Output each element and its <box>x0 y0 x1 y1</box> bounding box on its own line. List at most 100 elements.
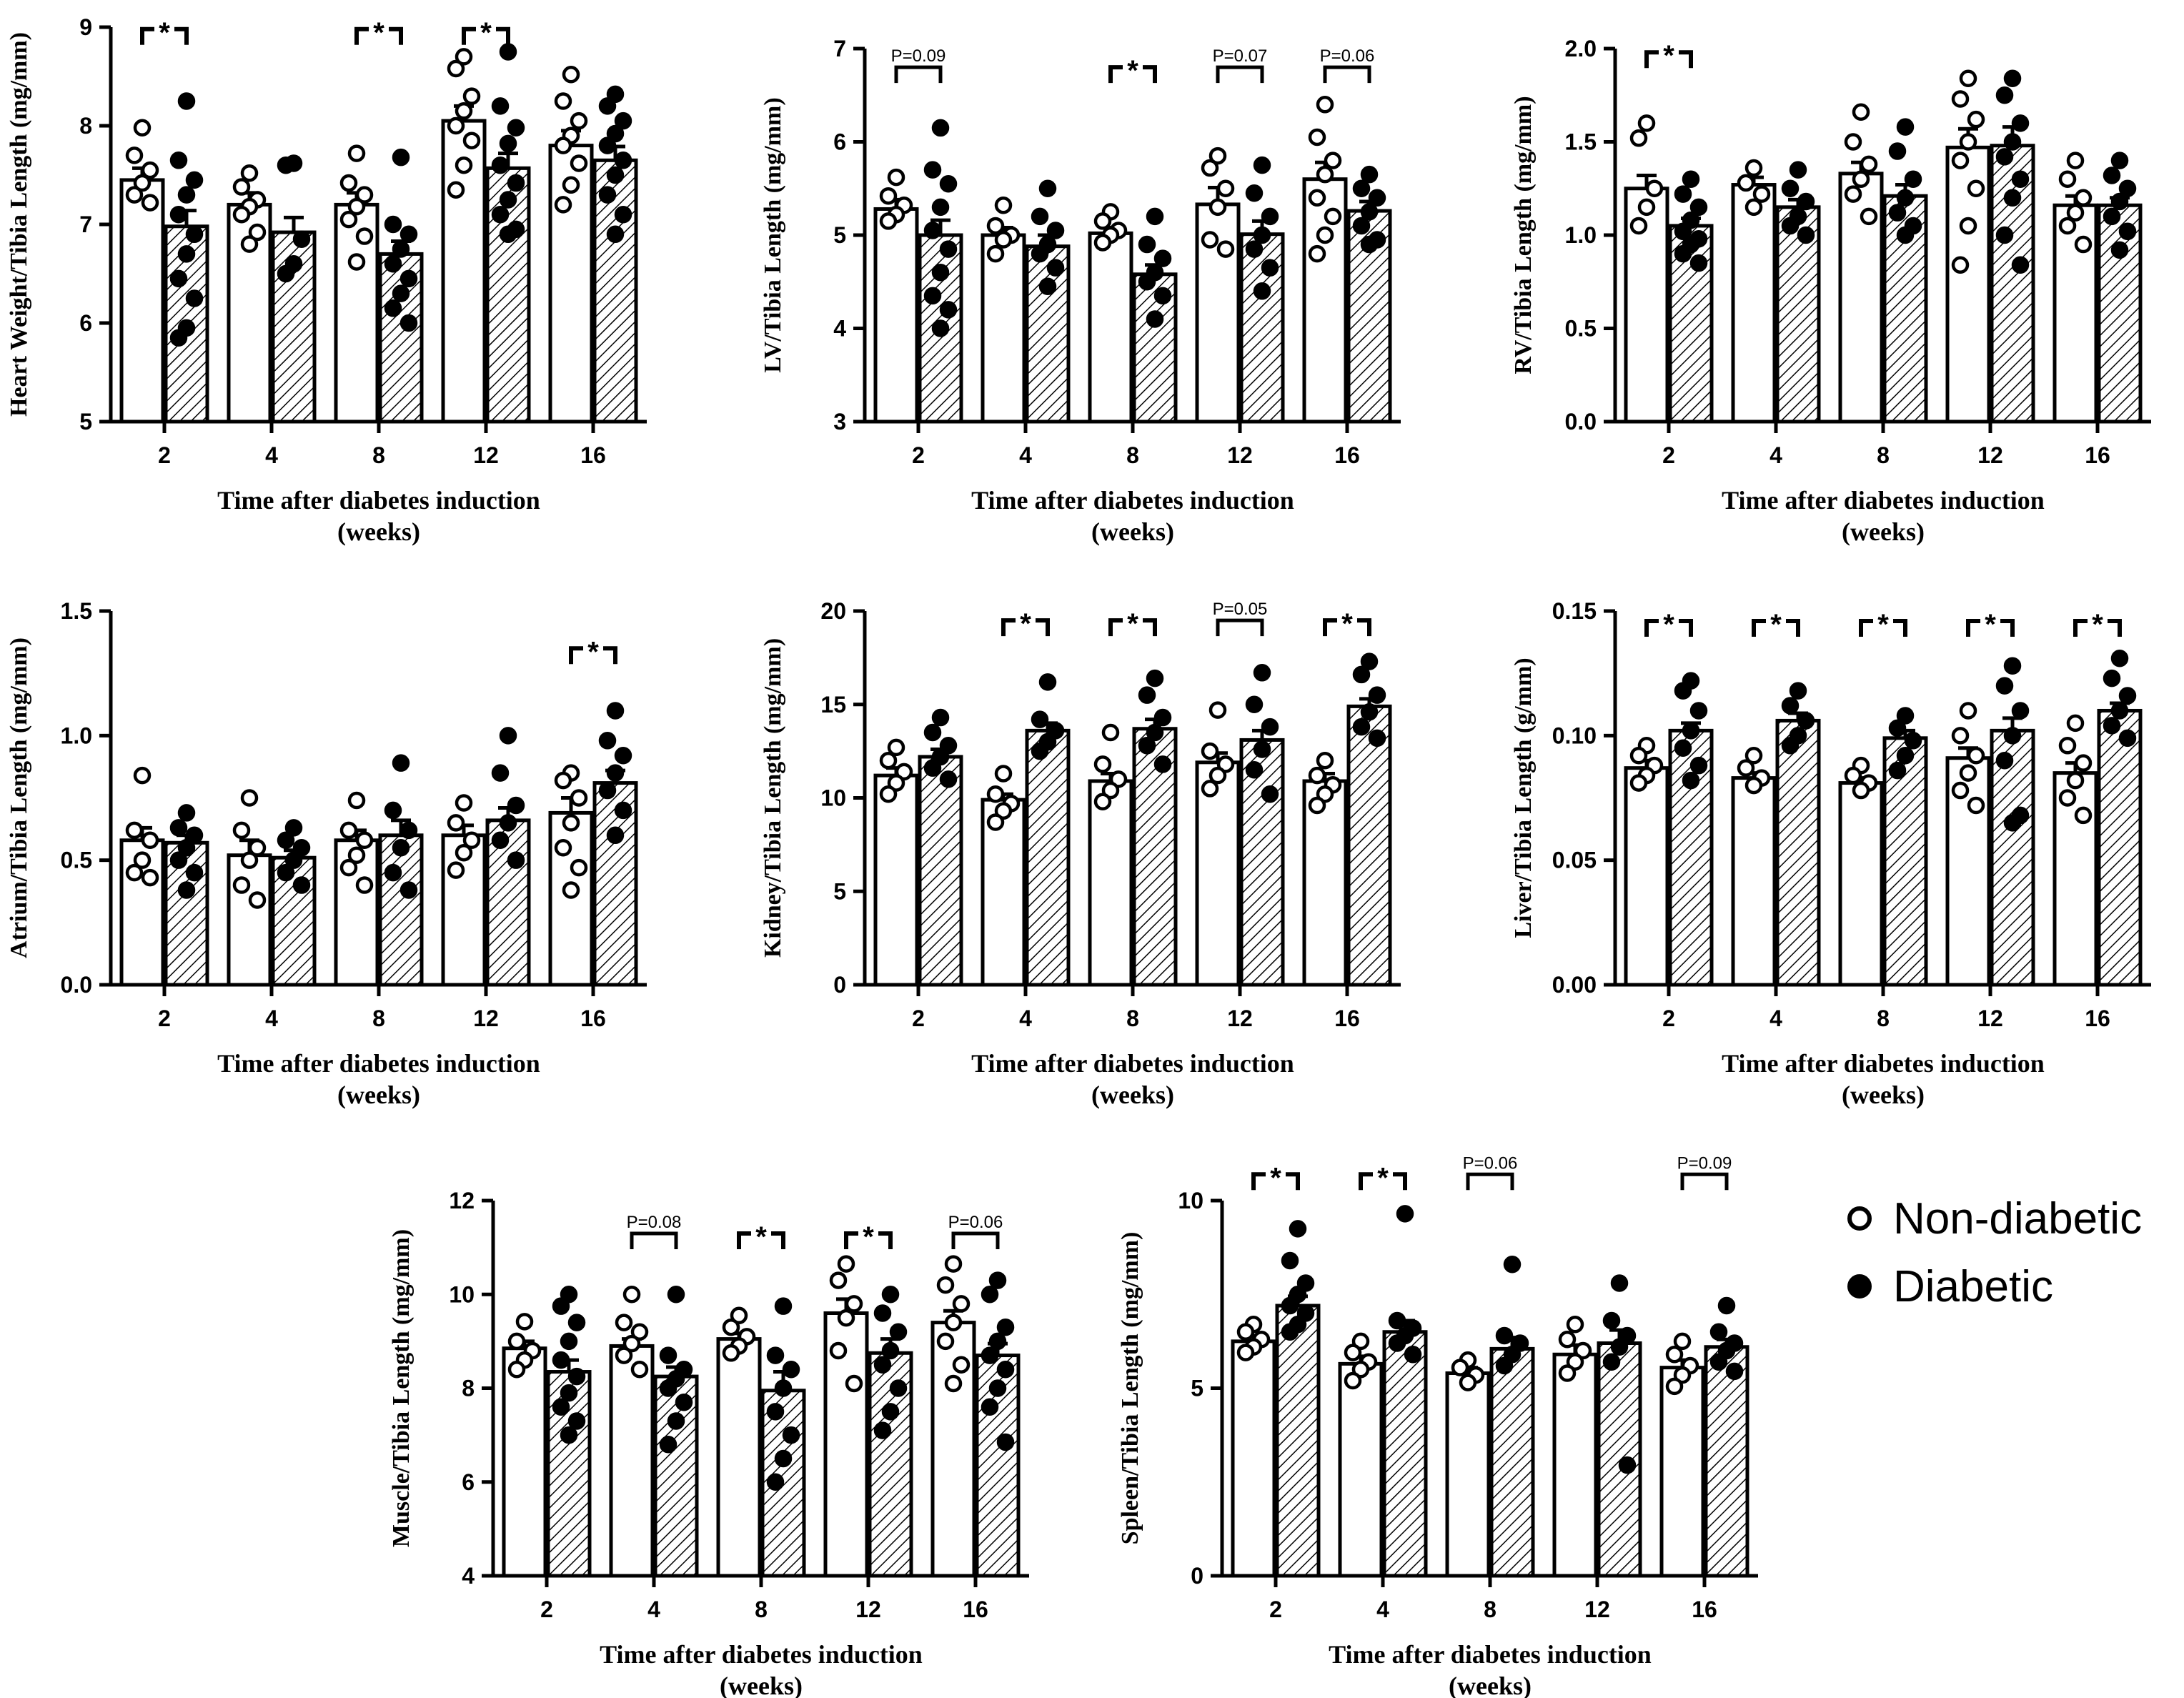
significance-bracket-right <box>603 646 617 665</box>
point-diabetic-12 <box>1995 751 2014 770</box>
point-diabetic-12 <box>499 43 517 61</box>
point-non-diabetic-2 <box>133 851 152 869</box>
p-value-label: P=0.05 <box>1213 600 1268 619</box>
point-diabetic-2 <box>169 819 188 837</box>
point-diabetic-8 <box>1495 1326 1514 1345</box>
point-diabetic-8 <box>384 299 402 317</box>
point-non-diabetic-2 <box>507 1332 526 1351</box>
point-diabetic-8 <box>774 1379 793 1397</box>
point-diabetic-4 <box>1781 179 1800 197</box>
point-non-diabetic-12 <box>1216 755 1235 773</box>
x-tick-label: 16 <box>1692 1597 1717 1622</box>
point-non-diabetic-8 <box>339 858 358 877</box>
point-diabetic-16 <box>1709 1353 1728 1371</box>
x-axis-label-units: (weeks) <box>1091 517 1174 546</box>
point-non-diabetic-4 <box>622 1286 641 1304</box>
point-diabetic-16 <box>1717 1341 1736 1360</box>
x-tick-label: 4 <box>265 442 278 468</box>
x-tick-label: 8 <box>372 1006 385 1031</box>
bar-non-diabetic-4 <box>1731 776 1777 987</box>
y-tick-label: 10 <box>1178 1188 1203 1213</box>
point-diabetic-8 <box>384 254 402 273</box>
y-tick-label: 1.5 <box>61 598 92 624</box>
bar-non-diabetic-12 <box>1552 1352 1598 1578</box>
point-non-diabetic-4 <box>986 244 1005 263</box>
point-diabetic-2 <box>567 1367 586 1386</box>
bar-non-diabetic-2 <box>119 838 165 987</box>
bar-non-diabetic-4 <box>609 1344 655 1578</box>
point-diabetic-16 <box>606 166 625 184</box>
point-diabetic-2 <box>185 826 204 845</box>
point-non-diabetic-8 <box>1844 766 1862 785</box>
y-tick-label: 10 <box>449 1281 475 1307</box>
filled-circle-icon <box>1847 1274 1872 1299</box>
point-diabetic-16 <box>606 702 625 720</box>
y-axis-label: Liver/Tibia Length (g/mm) <box>1510 657 1537 938</box>
point-non-diabetic-8 <box>1451 1359 1469 1376</box>
point-non-diabetic-4 <box>1344 1344 1362 1361</box>
point-non-diabetic-2 <box>141 194 159 212</box>
significance-bracket-right <box>878 1231 893 1249</box>
point-non-diabetic-4 <box>986 217 1005 235</box>
point-diabetic-4 <box>292 230 311 248</box>
point-diabetic-4 <box>284 851 303 869</box>
chart-panel-1: 5 6 7 8 9 2 4 8 12 16 Time after diabetes inductio… <box>6 14 647 546</box>
point-diabetic-8 <box>399 314 418 332</box>
x-axis-label-units: (weeks) <box>337 517 420 546</box>
point-diabetic-16 <box>1709 1323 1728 1341</box>
point-diabetic-12 <box>1610 1338 1629 1356</box>
point-non-diabetic-4 <box>240 235 259 253</box>
significance-star: * <box>2092 609 2103 640</box>
point-diabetic-4 <box>1781 737 1800 755</box>
y-tick-label: 7 <box>79 212 92 237</box>
point-diabetic-16 <box>598 186 617 204</box>
point-diabetic-16 <box>981 1286 999 1304</box>
point-non-diabetic-8 <box>1459 1374 1477 1391</box>
point-diabetic-16 <box>606 826 625 845</box>
legend-item-diabetic: Diabetic <box>1847 1258 2053 1315</box>
point-diabetic-8 <box>782 1426 800 1444</box>
point-diabetic-2 <box>169 205 188 224</box>
y-tick-label: 8 <box>79 113 92 139</box>
point-diabetic-2 <box>560 1426 578 1444</box>
point-non-diabetic-12 <box>462 831 481 850</box>
point-non-diabetic-4 <box>630 1323 649 1341</box>
point-diabetic-12 <box>2011 702 2030 720</box>
point-diabetic-16 <box>981 1346 999 1364</box>
point-diabetic-2 <box>939 174 958 193</box>
point-diabetic-16 <box>1352 217 1371 235</box>
point-non-diabetic-2 <box>125 821 144 840</box>
bar-diabetic-16 <box>1704 1345 1749 1578</box>
point-diabetic-12 <box>507 119 525 137</box>
p-value-label: P=0.06 <box>1320 46 1375 66</box>
y-tick-label: 0.0 <box>61 972 92 998</box>
point-non-diabetic-16 <box>562 881 580 899</box>
point-non-diabetic-2 <box>1645 179 1664 197</box>
x-tick-label: 4 <box>1376 1597 1389 1622</box>
point-diabetic-2 <box>185 225 204 244</box>
point-diabetic-16 <box>606 85 625 104</box>
chart-panel-3: 0.0 0.5 1.0 1.5 2.0 2 4 8 12 16 Time after diabete… <box>1510 36 2151 546</box>
point-diabetic-16 <box>2118 179 2137 197</box>
point-non-diabetic-2 <box>141 831 159 850</box>
point-diabetic-16 <box>614 801 632 820</box>
point-diabetic-2 <box>552 1351 570 1369</box>
point-non-diabetic-2 <box>141 868 159 887</box>
p-value-bracket <box>951 1231 1000 1249</box>
point-diabetic-8 <box>1904 170 1922 188</box>
point-diabetic-8 <box>392 148 410 167</box>
significance-bracket-left <box>2073 618 2088 637</box>
y-tick-label: 0 <box>833 972 846 998</box>
significance-bracket-right <box>389 26 403 45</box>
point-diabetic-16 <box>1360 165 1379 184</box>
bar-non-diabetic-8 <box>1838 781 1884 987</box>
significance-star: * <box>159 17 170 49</box>
significance-bracket-left <box>462 26 476 45</box>
point-non-diabetic-4 <box>1744 746 1763 765</box>
bar-non-diabetic-4 <box>227 853 272 987</box>
y-tick-label: 0 <box>1191 1563 1203 1589</box>
point-non-diabetic-16 <box>2058 737 2077 755</box>
bar-diabetic-12 <box>1990 728 2035 987</box>
y-tick-label: 0.15 <box>1552 598 1597 624</box>
point-non-diabetic-2 <box>879 785 898 803</box>
